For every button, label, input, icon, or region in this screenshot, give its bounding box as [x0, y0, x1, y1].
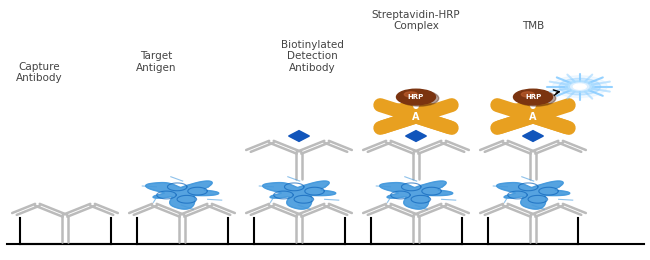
Text: TMB: TMB: [522, 21, 544, 31]
Circle shape: [521, 92, 534, 97]
Polygon shape: [263, 181, 335, 209]
Circle shape: [517, 90, 556, 106]
Polygon shape: [406, 131, 426, 141]
Circle shape: [400, 90, 439, 106]
Circle shape: [573, 84, 586, 89]
Polygon shape: [146, 181, 218, 209]
Polygon shape: [523, 131, 543, 141]
Circle shape: [404, 92, 417, 97]
Text: Biotinylated
Detection
Antibody: Biotinylated Detection Antibody: [281, 40, 343, 73]
Circle shape: [566, 81, 594, 92]
Circle shape: [559, 78, 601, 95]
Circle shape: [552, 76, 607, 98]
Text: HRP: HRP: [525, 94, 541, 100]
Polygon shape: [497, 181, 569, 209]
Polygon shape: [289, 131, 309, 141]
Text: A: A: [529, 112, 537, 121]
Text: HRP: HRP: [408, 94, 424, 100]
Circle shape: [514, 89, 552, 105]
Circle shape: [396, 89, 436, 105]
Text: Target
Antigen: Target Antigen: [136, 51, 176, 73]
Circle shape: [571, 83, 589, 90]
Text: Capture
Antibody: Capture Antibody: [16, 62, 62, 83]
Text: Streptavidin-HRP
Complex: Streptavidin-HRP Complex: [372, 10, 460, 31]
Polygon shape: [380, 181, 452, 209]
Text: A: A: [412, 112, 420, 121]
